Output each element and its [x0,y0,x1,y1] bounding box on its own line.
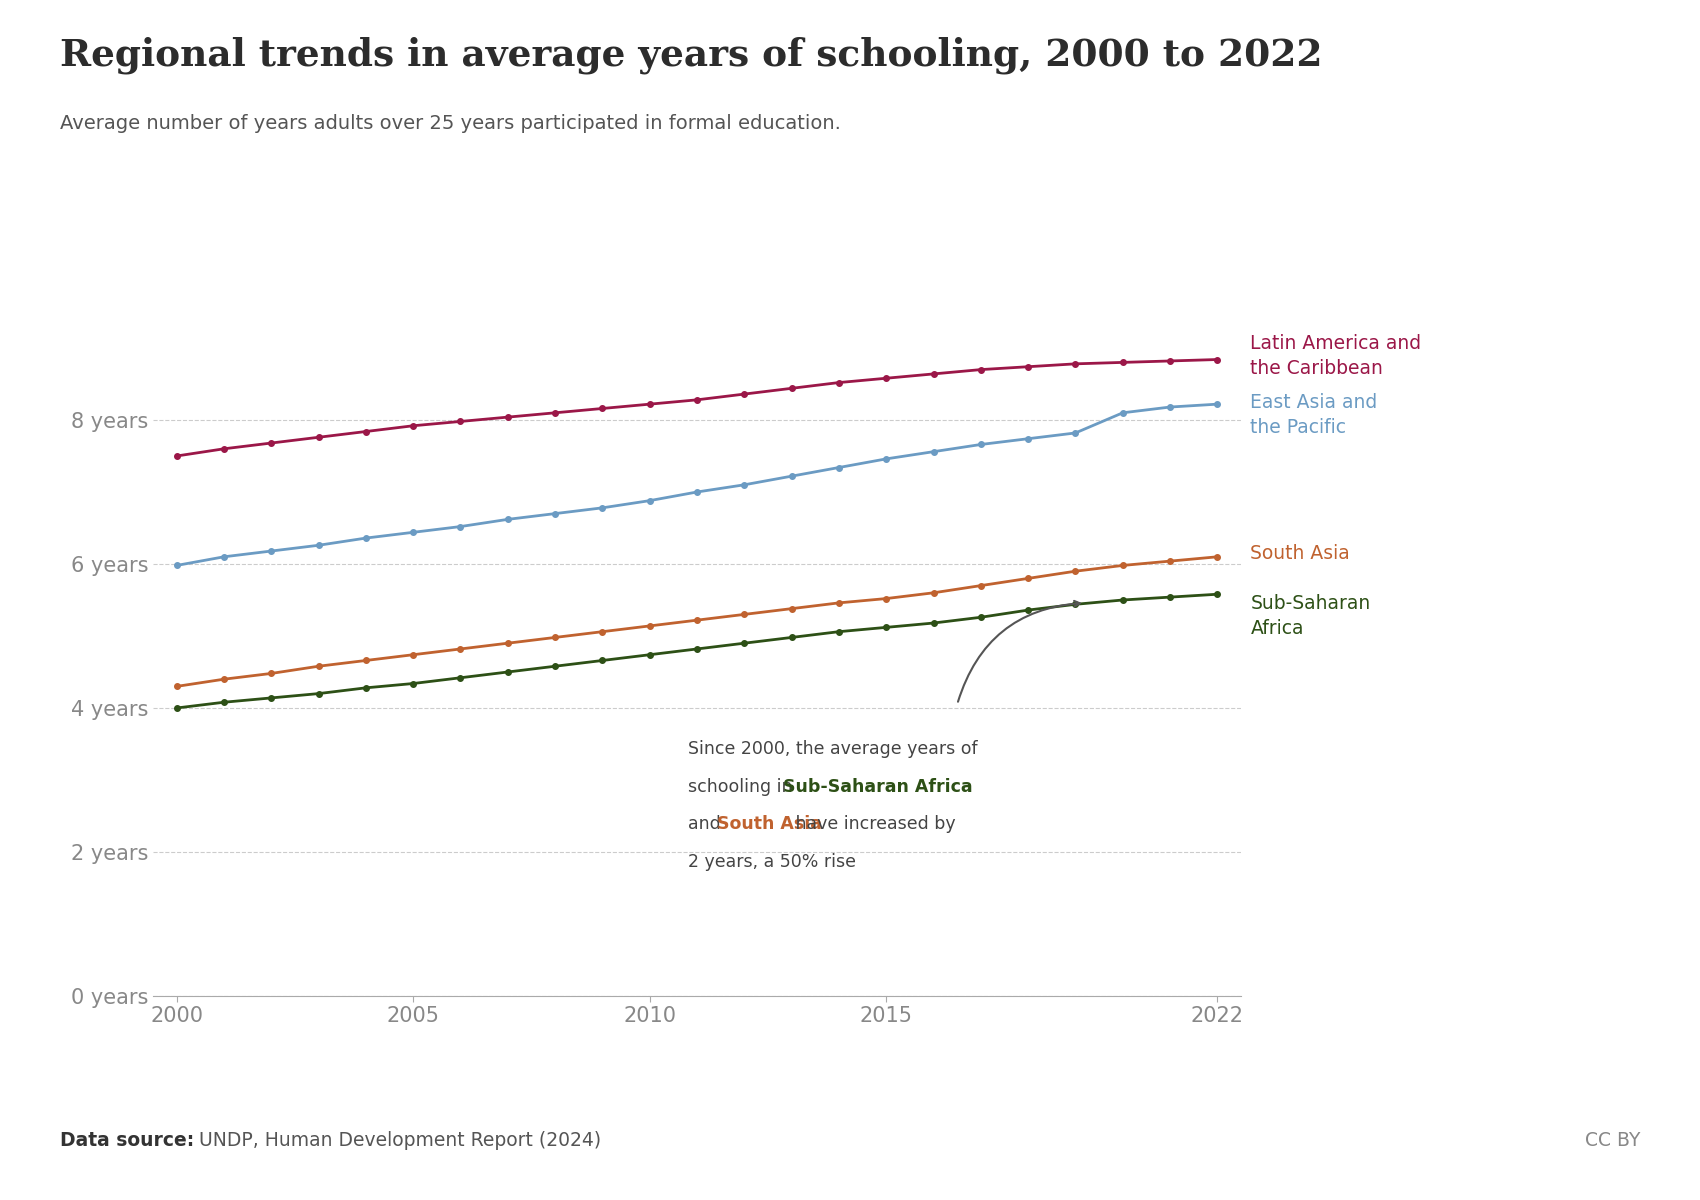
Text: Data source:: Data source: [60,1130,194,1150]
Text: East Asia and
the Pacific: East Asia and the Pacific [1251,392,1377,437]
Text: UNDP, Human Development Report (2024): UNDP, Human Development Report (2024) [199,1130,602,1150]
Text: Sub-Saharan
Africa: Sub-Saharan Africa [1251,594,1370,638]
Text: Average number of years adults over 25 years participated in formal education.: Average number of years adults over 25 y… [60,114,840,133]
Text: Since 2000, the average years of: Since 2000, the average years of [687,740,978,758]
Text: South Asia: South Asia [1251,544,1350,563]
Text: 2 years, a 50% rise: 2 years, a 50% rise [687,853,855,871]
Text: have increased by: have increased by [790,815,955,833]
Text: and: and [687,815,726,833]
Text: South Asia: South Asia [717,815,821,833]
Text: Regional trends in average years of schooling, 2000 to 2022: Regional trends in average years of scho… [60,36,1323,73]
Text: schooling in: schooling in [687,778,797,796]
Text: Latin America and
the Caribbean: Latin America and the Caribbean [1251,334,1421,378]
Text: Sub-Saharan Africa: Sub-Saharan Africa [784,778,972,796]
Text: in Data: in Data [1538,74,1598,90]
Text: Our World: Our World [1527,43,1610,59]
Text: CC BY: CC BY [1584,1130,1640,1150]
